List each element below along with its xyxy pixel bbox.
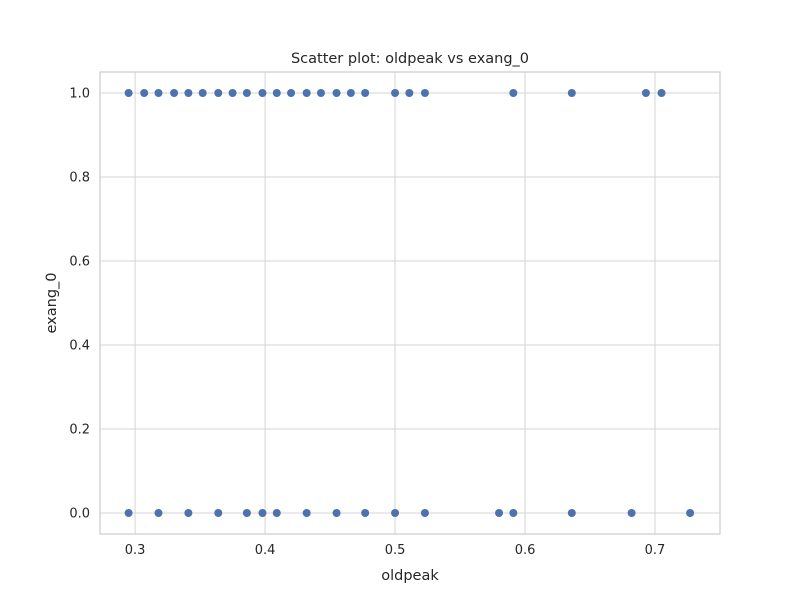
data-point bbox=[405, 89, 414, 97]
data-point bbox=[287, 89, 296, 97]
y-tick-label: 0.2 bbox=[69, 423, 90, 438]
data-point bbox=[495, 509, 504, 517]
data-point bbox=[420, 509, 429, 517]
data-point bbox=[228, 89, 237, 97]
data-point bbox=[509, 89, 518, 97]
data-point bbox=[124, 89, 133, 97]
x-tick-label: 0.7 bbox=[645, 543, 666, 558]
data-point bbox=[184, 509, 193, 517]
data-point bbox=[686, 509, 695, 517]
x-tick-label: 0.6 bbox=[515, 543, 536, 558]
data-point bbox=[242, 89, 251, 97]
y-tick-label: 0.4 bbox=[69, 339, 90, 354]
data-point bbox=[154, 89, 163, 97]
data-point bbox=[627, 509, 636, 517]
data-point bbox=[316, 89, 325, 97]
data-point bbox=[332, 509, 341, 517]
chart-title: Scatter plot: oldpeak vs exang_0 bbox=[291, 51, 529, 67]
y-axis-label: exang_0 bbox=[44, 272, 60, 333]
x-tick-label: 0.5 bbox=[385, 543, 406, 558]
data-point bbox=[124, 509, 133, 517]
x-tick-label: 0.4 bbox=[255, 543, 276, 558]
data-point bbox=[258, 509, 267, 517]
data-point bbox=[332, 89, 341, 97]
data-point bbox=[272, 509, 281, 517]
grid-lines bbox=[100, 72, 720, 534]
x-tick-labels: 0.3 0.4 0.5 0.6 0.7 bbox=[125, 543, 666, 558]
data-point bbox=[361, 509, 370, 517]
y-tick-labels: 0.0 0.2 0.4 0.6 0.8 1.0 bbox=[69, 87, 90, 522]
y-tick-label: 0.0 bbox=[69, 507, 90, 522]
data-point bbox=[242, 509, 251, 517]
y-tick-label: 0.8 bbox=[69, 171, 90, 186]
data-point bbox=[361, 89, 370, 97]
data-point bbox=[420, 89, 429, 97]
data-point bbox=[509, 509, 518, 517]
data-point bbox=[214, 89, 223, 97]
data-point bbox=[258, 89, 267, 97]
data-points bbox=[124, 89, 695, 517]
y-tick-label: 0.6 bbox=[69, 255, 90, 270]
plot-area-frame bbox=[99, 71, 721, 535]
data-point bbox=[140, 89, 149, 97]
data-point bbox=[214, 509, 223, 517]
data-point bbox=[567, 89, 576, 97]
data-point bbox=[184, 89, 193, 97]
data-point bbox=[657, 89, 666, 97]
data-point bbox=[302, 89, 311, 97]
data-point bbox=[154, 509, 163, 517]
y-tick-label: 1.0 bbox=[69, 87, 90, 102]
data-point bbox=[302, 509, 311, 517]
x-tick-label: 0.3 bbox=[125, 543, 146, 558]
data-point bbox=[272, 89, 281, 97]
data-point bbox=[391, 509, 400, 517]
data-point bbox=[170, 89, 179, 97]
data-point bbox=[198, 89, 207, 97]
x-axis-label: oldpeak bbox=[381, 568, 439, 584]
data-point bbox=[567, 509, 576, 517]
data-point bbox=[391, 89, 400, 97]
data-point bbox=[641, 89, 650, 97]
data-point bbox=[346, 89, 355, 97]
